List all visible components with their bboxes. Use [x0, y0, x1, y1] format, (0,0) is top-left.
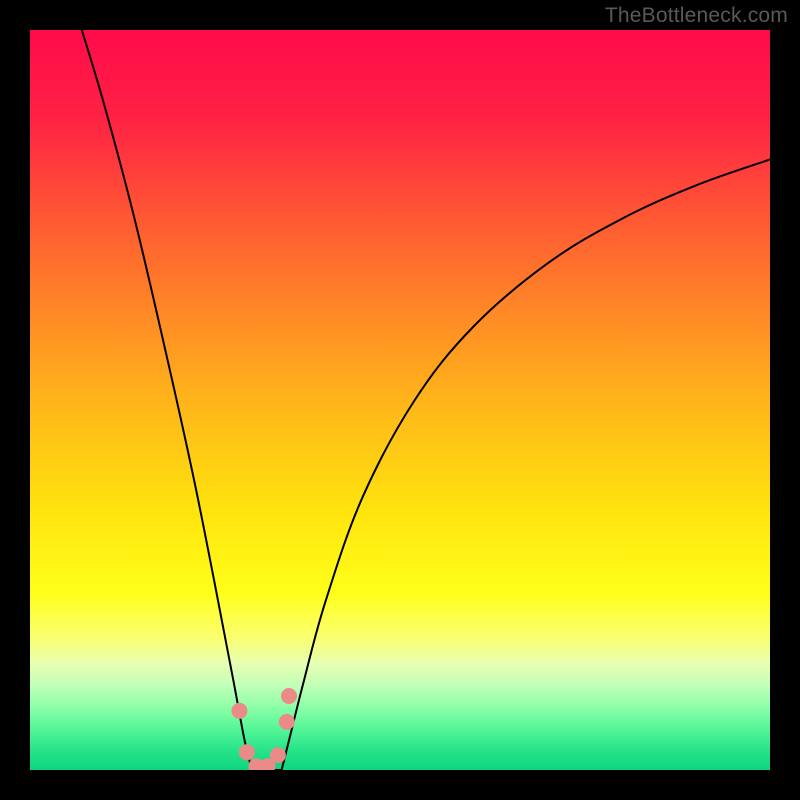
marker-dot — [281, 688, 297, 704]
curve-left-branch — [82, 30, 252, 770]
marker-dot — [231, 703, 247, 719]
plot-area — [30, 30, 770, 770]
curve-right-branch — [282, 160, 770, 771]
markers-group — [231, 688, 297, 770]
frame-left — [0, 0, 30, 800]
frame-right — [770, 0, 800, 800]
marker-dot — [279, 714, 295, 730]
curve-layer — [30, 30, 770, 770]
marker-dot — [239, 744, 255, 760]
frame-bottom — [0, 770, 800, 800]
marker-dot — [270, 747, 286, 763]
watermark-text: TheBottleneck.com — [605, 4, 788, 28]
